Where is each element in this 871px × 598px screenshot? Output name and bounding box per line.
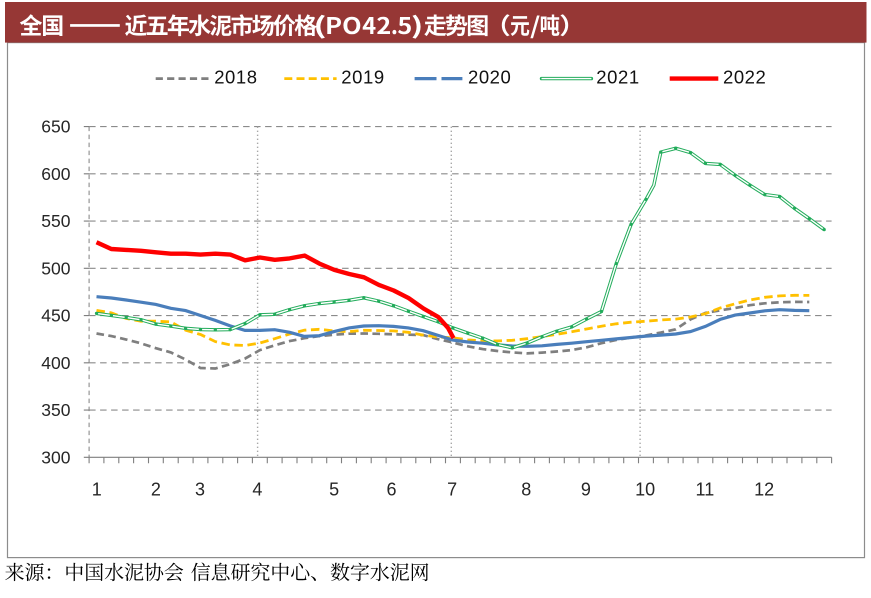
svg-text:6: 6: [386, 480, 396, 500]
svg-text:5: 5: [329, 480, 339, 500]
svg-text:2021: 2021: [596, 67, 639, 88]
svg-text:3: 3: [195, 480, 205, 500]
svg-text:450: 450: [41, 306, 70, 326]
svg-text:500: 500: [41, 258, 70, 278]
svg-text:2018: 2018: [214, 67, 257, 88]
svg-text:2022: 2022: [723, 67, 766, 88]
svg-text:2019: 2019: [341, 67, 384, 88]
svg-text:650: 650: [41, 117, 70, 137]
svg-text:350: 350: [41, 400, 70, 420]
svg-text:4: 4: [252, 480, 262, 500]
svg-text:9: 9: [581, 480, 591, 500]
svg-text:300: 300: [41, 447, 70, 467]
svg-text:10: 10: [635, 480, 655, 500]
svg-text:1: 1: [92, 480, 102, 500]
svg-text:11: 11: [696, 480, 715, 500]
svg-text:550: 550: [41, 211, 70, 231]
svg-text:600: 600: [41, 164, 70, 184]
svg-text:7: 7: [447, 480, 457, 500]
svg-text:2: 2: [151, 480, 161, 500]
svg-text:12: 12: [754, 480, 774, 500]
svg-text:2020: 2020: [468, 67, 511, 88]
svg-text:400: 400: [41, 353, 70, 373]
svg-text:8: 8: [521, 480, 531, 500]
